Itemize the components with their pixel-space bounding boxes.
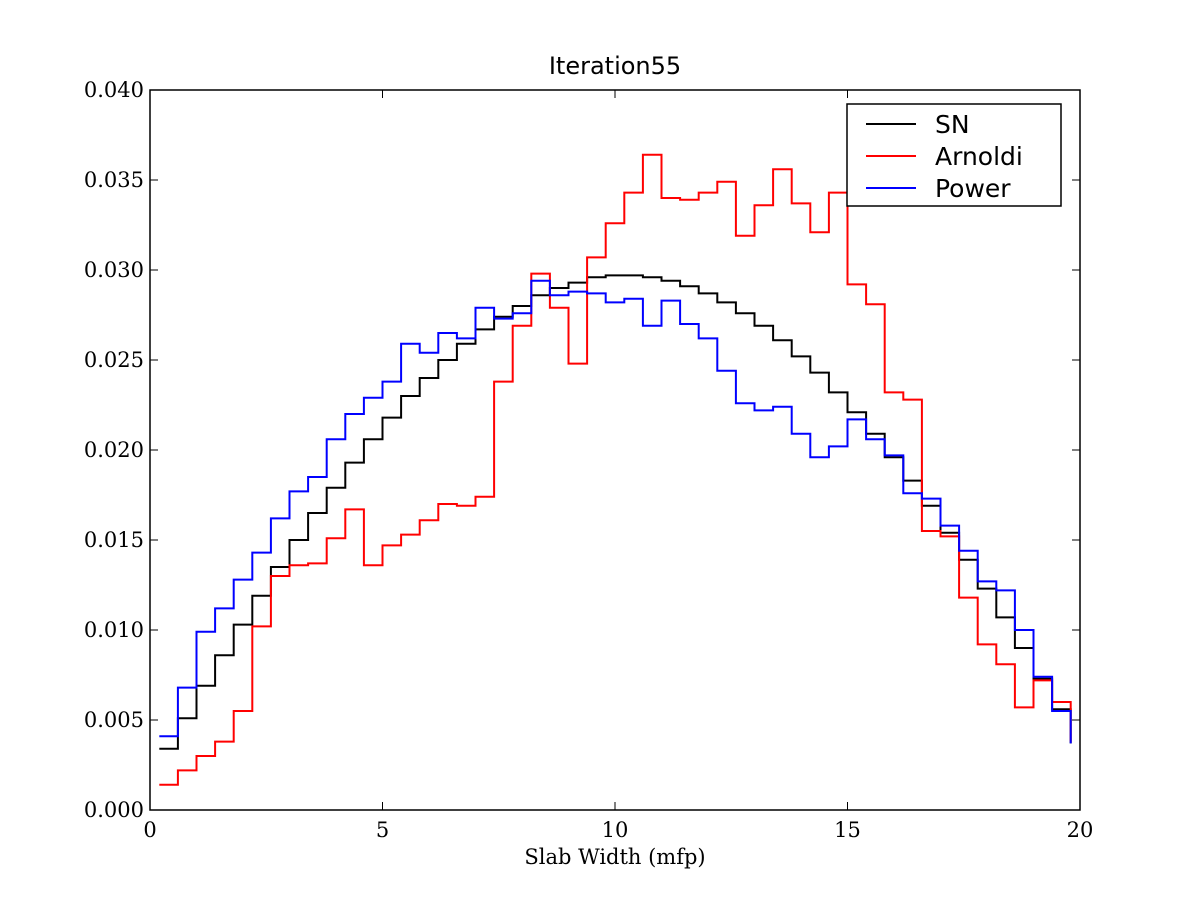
y-tick-label: 0.015 [84,528,144,552]
x-tick-label: 10 [602,818,629,842]
y-tick-label: 0.020 [84,438,144,462]
series-layer [159,153,1072,786]
series-line-power [159,279,1072,744]
y-tick-label: 0.005 [84,708,144,732]
y-tick-label: 0.025 [84,348,144,372]
x-tick-label: 20 [1067,818,1094,842]
y-tick-label: 0.000 [84,798,144,822]
legend-label-arnoldi: Arnoldi [935,142,1023,171]
y-tick-label: 0.010 [84,618,144,642]
series-line-arnoldi [159,153,1072,786]
y-tick-label: 0.040 [84,78,144,102]
y-tick-label: 0.035 [84,168,144,192]
chart-title: Iteration55 [549,52,681,80]
x-tick-label: 15 [834,818,861,842]
x-axis-label: Slab Width (mfp) [524,845,705,869]
x-tick-label: 0 [143,818,156,842]
y-tick-label: 0.030 [84,258,144,282]
legend-label-sn: SN [935,110,970,139]
x-tick-label: 5 [376,818,389,842]
legend-label-power: Power [935,174,1011,203]
ticks-layer: 0 5 10 15 20 0.000 0.005 0.010 0.015 0.020 0.025 0.… [84,78,1093,842]
legend: SN Arnoldi Power [846,103,1062,207]
